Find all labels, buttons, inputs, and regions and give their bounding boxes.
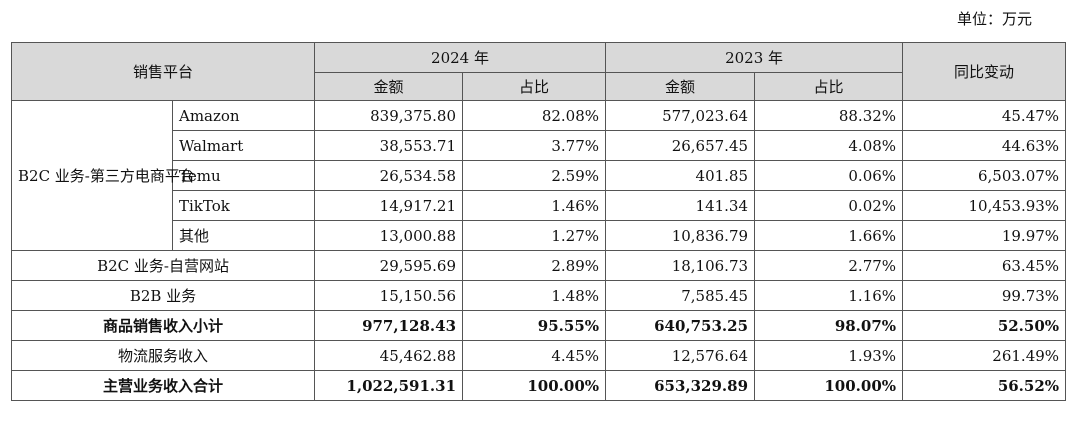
yoy-change: 63.45% [902,250,1067,281]
unit-label: 单位：万元 [956,10,1032,28]
share-2024: 100.00% [462,370,607,401]
table-row: Walmart 38,553.71 3.77% 26,657.45 4.08% … [12,130,1067,161]
yoy-change: 99.73% [902,280,1067,311]
share-2024: 2.89% [462,250,607,281]
amount-2023: 640,753.25 [605,310,756,341]
amount-2024: 29,595.69 [314,250,464,281]
subtotal-row: 商品销售收入小计 977,128.43 95.55% 640,753.25 98… [10,310,1067,341]
amount-2023: 141.34 [605,190,756,221]
share-2024: 3.77% [462,130,607,161]
row-name: B2C 业务-自营网站 [10,250,316,281]
yoy-change: 261.49% [902,340,1067,371]
total-row: 主营业务收入合计 1,022,591.31 100.00% 653,329.89… [10,370,1067,401]
table-row: B2B 业务 15,150.56 1.48% 7,585.45 1.16% 99… [10,280,1067,311]
table-row: Temu 26,534.58 2.59% 401.85 0.06% 6,503.… [12,160,1067,191]
yoy-change: 52.50% [902,310,1067,341]
header-platform: 销售平台 [10,42,316,101]
amount-2023: 577,023.64 [605,100,756,131]
amount-2024: 839,375.80 [314,100,464,131]
amount-2024: 977,128.43 [314,310,464,341]
share-2024: 4.45% [462,340,607,371]
row-name: Temu [171,160,316,191]
share-2023: 4.08% [754,130,904,161]
header-amount-2024: 金额 [314,72,464,101]
yoy-change: 6,503.07% [902,160,1067,191]
amount-2023: 12,576.64 [605,340,756,371]
share-2024: 1.27% [462,220,607,251]
share-2023: 88.32% [754,100,904,131]
amount-2024: 45,462.88 [314,340,464,371]
share-2024: 82.08% [462,100,607,131]
yoy-change: 19.97% [902,220,1067,251]
table-row: B2C 业务-自营网站 29,595.69 2.89% 18,106.73 2.… [10,250,1067,281]
share-2023: 2.77% [754,250,904,281]
share-2023: 0.02% [754,190,904,221]
header-year-2023: 2023 年 [605,42,904,73]
amount-2024: 15,150.56 [314,280,464,311]
amount-2024: 38,553.71 [314,130,464,161]
group-label: B2C 业务-第三方电商平台 [11,100,195,251]
yoy-change: 44.63% [902,130,1067,161]
header-yoy: 同比变动 [902,42,1067,101]
row-name: 主营业务收入合计 [10,370,316,401]
share-2023: 1.66% [754,220,904,251]
share-2023: 100.00% [754,370,904,401]
row-name: 物流服务收入 [10,340,316,371]
row-name: TikTok [171,190,316,221]
header-year-2024: 2024 年 [314,42,607,73]
table-row: B2C 业务-第三方电商平台 Amazon 839,375.80 82.08% … [11,100,1067,251]
amount-2024: 26,534.58 [314,160,464,191]
header-share-2023: 占比 [754,72,904,101]
row-name: 商品销售收入小计 [10,310,316,341]
amount-2023: 18,106.73 [605,250,756,281]
table-row: 物流服务收入 45,462.88 4.45% 12,576.64 1.93% 2… [10,340,1067,371]
amount-2023: 26,657.45 [605,130,756,161]
share-2024: 95.55% [462,310,607,341]
amount-2024: 13,000.88 [314,220,464,251]
row-name: Walmart [171,130,316,161]
amount-2024: 1,022,591.31 [314,370,464,401]
share-2023: 98.07% [754,310,904,341]
share-2023: 0.06% [754,160,904,191]
yoy-change: 45.47% [902,100,1067,131]
row-name: Amazon [171,100,316,131]
table-row: 其他 13,000.88 1.27% 10,836.79 1.66% 19.97… [12,220,1067,251]
header-share-2024: 占比 [462,72,607,101]
amount-2023: 7,585.45 [605,280,756,311]
sales-platform-table: 销售平台 2024 年 2023 年 同比变动 金额 占比 金额 占比 B2C … [10,42,1067,401]
row-name: B2B 业务 [10,280,316,311]
amount-2024: 14,917.21 [314,190,464,221]
share-2024: 1.46% [462,190,607,221]
share-2024: 1.48% [462,280,607,311]
yoy-change: 10,453.93% [902,190,1067,221]
share-2023: 1.16% [754,280,904,311]
amount-2023: 653,329.89 [605,370,756,401]
amount-2023: 401.85 [605,160,756,191]
amount-2023: 10,836.79 [605,220,756,251]
table-row: TikTok 14,917.21 1.46% 141.34 0.02% 10,4… [12,190,1067,221]
share-2023: 1.93% [754,340,904,371]
header-amount-2023: 金额 [605,72,756,101]
row-name: 其他 [171,220,316,251]
yoy-change: 56.52% [902,370,1067,401]
share-2024: 2.59% [462,160,607,191]
